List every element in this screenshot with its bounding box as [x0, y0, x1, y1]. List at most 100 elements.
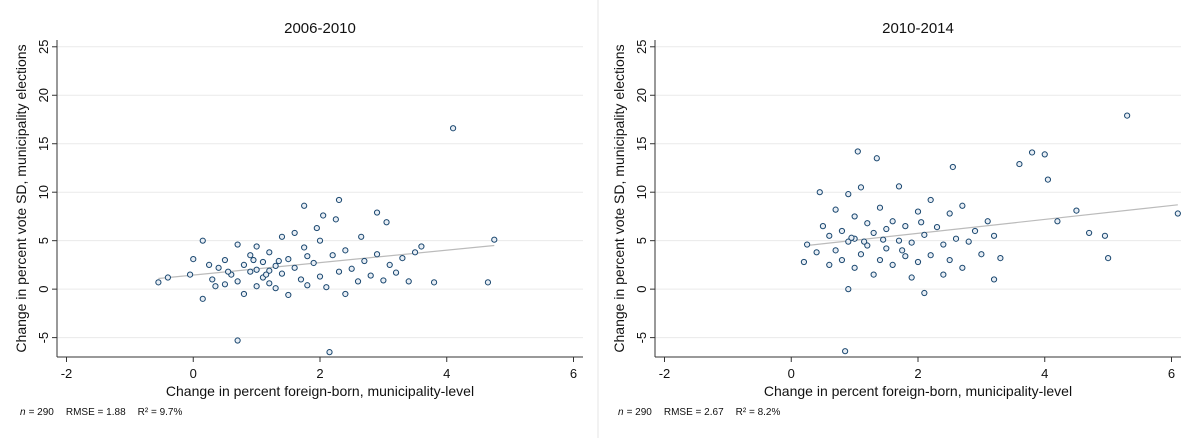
x-tick-label: 0: [788, 366, 795, 381]
scatter-point: [848, 234, 855, 241]
y-tick-label: 0: [634, 286, 649, 293]
scatter-point: [1028, 149, 1036, 156]
note-n: n: [20, 407, 26, 418]
scatter-point: [266, 249, 273, 256]
x-tick-label: 2: [316, 366, 323, 381]
scatter-point: [405, 278, 412, 285]
scatter-point: [933, 223, 941, 231]
scatter-point: [272, 285, 279, 292]
scatter-point: [908, 239, 915, 246]
scatter-point: [842, 348, 849, 355]
scatter-point: [946, 256, 953, 264]
scatter-point: [889, 261, 896, 269]
scatter-point: [259, 258, 267, 266]
scatter-point: [430, 279, 438, 286]
scatter-point: [316, 237, 324, 244]
y-axis-title: Change in percent vote SD, municipality …: [13, 44, 29, 352]
scatter-point: [316, 273, 324, 280]
scatter-point: [997, 255, 1004, 262]
y-tick-label: 10: [36, 185, 51, 199]
scatter-point: [449, 125, 457, 132]
scatter-point: [819, 223, 827, 230]
note-n-value: = 290: [29, 407, 55, 418]
footnote: n = 290 RMSE = 2.67 R² = 8.2%: [618, 407, 780, 418]
scatter-point: [240, 290, 248, 298]
scatter-point: [978, 251, 985, 258]
scatter-point: [253, 243, 260, 250]
scatter-point: [199, 295, 206, 302]
scatter-point: [212, 283, 219, 290]
scatter-point: [484, 279, 492, 286]
note-r2: R² = 8.2%: [736, 407, 781, 418]
scatter-point: [301, 244, 308, 251]
scatter-point: [883, 245, 890, 252]
scatter-point: [1086, 229, 1093, 237]
scatter-point: [959, 202, 966, 209]
y-axis-title: Change in percent vote SD, municipality …: [611, 44, 627, 352]
scatter-point: [914, 258, 922, 266]
scatter-point: [199, 237, 206, 244]
scatter-point: [411, 249, 419, 256]
y-tick-label: 15: [36, 136, 51, 150]
scatter-point: [1124, 112, 1131, 119]
scatter-point: [278, 270, 286, 277]
y-tick-label: 25: [36, 40, 51, 54]
scatter-point: [851, 213, 858, 220]
scatter-point: [225, 268, 232, 275]
scatter-point: [418, 243, 425, 250]
scatter-point: [971, 227, 979, 235]
scatter-point: [247, 252, 254, 259]
y-tick-label: 25: [634, 40, 649, 54]
scatter-point: [215, 264, 222, 271]
scatter-point: [1105, 255, 1112, 262]
scatter-point: [990, 276, 998, 283]
scatter-point: [873, 155, 880, 162]
scatter-point: [358, 233, 365, 240]
scatter-point: [275, 257, 282, 265]
scatter-point: [845, 191, 852, 198]
scatter-point: [221, 281, 229, 288]
scatter-point: [845, 238, 852, 245]
scatter-point: [854, 148, 861, 155]
y-tick-label: 20: [634, 88, 649, 102]
scatter-point: [965, 238, 972, 245]
scatter-point: [832, 247, 839, 254]
scatter-point: [883, 225, 890, 233]
scatter-point: [186, 271, 194, 278]
scatter-point: [373, 209, 381, 216]
scatter-point: [921, 289, 928, 297]
scatter-point: [864, 220, 871, 227]
y-tick-label: -5: [36, 332, 51, 344]
scatter-point: [1054, 218, 1061, 225]
x-tick-label: 2: [914, 366, 921, 381]
scatter-point: [335, 268, 343, 275]
x-axis-title: Change in percent foreign-born, municipa…: [764, 383, 1072, 399]
scatter-point: [826, 261, 833, 269]
chart-title: 2006-2010: [284, 20, 356, 37]
scatter-point: [278, 233, 286, 240]
note-r2: R² = 9.7%: [138, 407, 183, 418]
scatter-point: [253, 283, 260, 290]
scatter-point: [326, 349, 333, 356]
scatter-point: [164, 274, 172, 281]
scatter-point: [895, 183, 903, 190]
scatter-point: [320, 212, 327, 219]
scatter-point: [253, 266, 260, 273]
scatter-point: [221, 256, 229, 264]
scatter-point: [949, 163, 956, 171]
note-rmse: RMSE = 2.67: [664, 407, 724, 418]
scatter-point: [1044, 176, 1052, 183]
y-tick-label: 5: [634, 237, 649, 244]
x-tick-label: 6: [570, 366, 577, 381]
scatter-point: [813, 249, 820, 256]
scatter-point: [266, 267, 273, 274]
scatter-point: [832, 206, 839, 213]
scatter-point: [373, 251, 381, 258]
scatter-point: [234, 278, 241, 285]
scatter-point: [851, 264, 858, 271]
scatter-point: [354, 278, 362, 285]
scatter-point: [380, 277, 387, 284]
scatter-point: [247, 268, 254, 275]
scatter-point: [342, 290, 349, 298]
